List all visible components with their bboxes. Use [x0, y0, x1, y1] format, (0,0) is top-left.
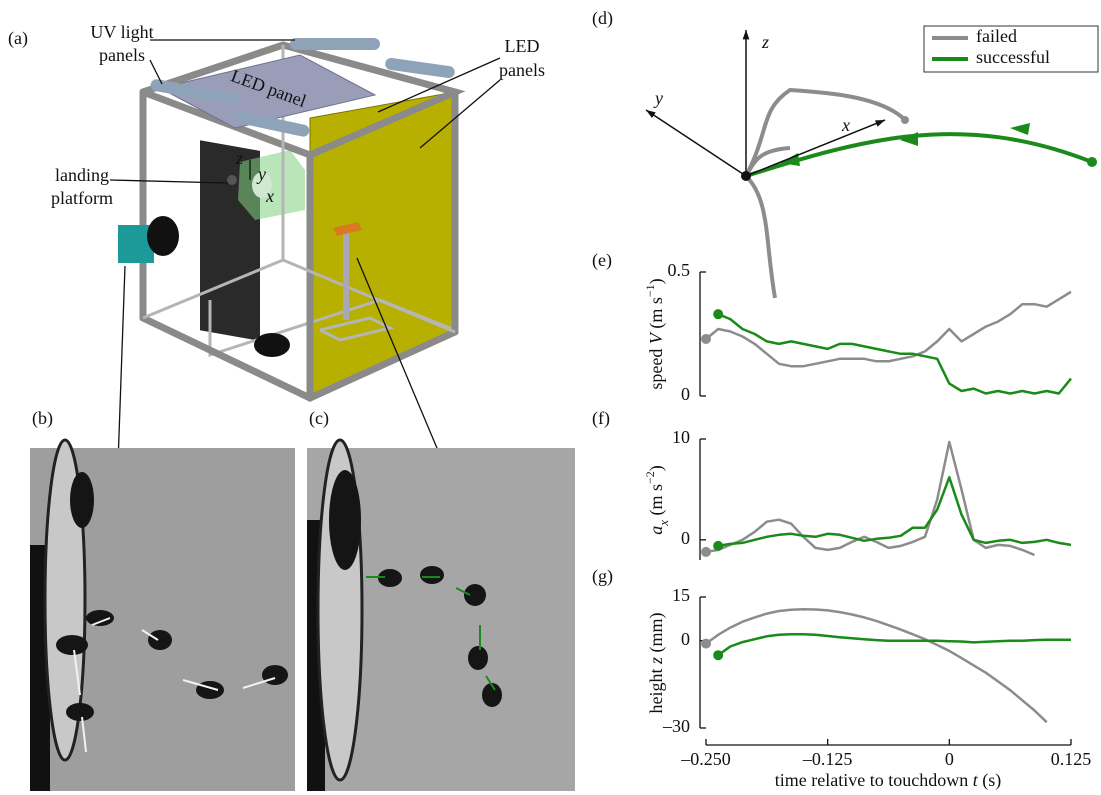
- data-line: [705, 440, 1035, 557]
- y-tick-label: 0: [681, 528, 690, 548]
- annotation: LED: [505, 36, 540, 56]
- platform: [227, 175, 237, 185]
- uv-tube: [290, 38, 380, 50]
- panel-label: (e): [592, 250, 612, 271]
- label-part: time relative to touchdown: [775, 770, 973, 790]
- camera-lens: [254, 333, 290, 357]
- x-tick-label: 0.125: [1051, 749, 1092, 769]
- y-tick-label: –30: [662, 716, 690, 736]
- panel-label: (d): [592, 8, 613, 29]
- legend-label: failed: [976, 26, 1017, 46]
- y-axis-label: speed V (m s−1): [643, 278, 667, 389]
- legend-box: [923, 25, 1099, 73]
- feeder-pole: [343, 230, 349, 320]
- data-line: [717, 313, 1072, 395]
- label-part: height: [646, 664, 666, 714]
- label-part: (s): [978, 770, 1002, 791]
- data-line: [717, 476, 1072, 548]
- label-part: z: [646, 657, 666, 665]
- x-tick-label: –0.250: [680, 749, 731, 769]
- y-tick-label: 0: [681, 629, 690, 649]
- apparatus: z y x LED panel: [118, 38, 466, 595]
- start-marker: [701, 546, 711, 557]
- feeder: [333, 222, 362, 236]
- label-part: t: [973, 770, 979, 790]
- legend-label: successful: [976, 47, 1050, 67]
- path-failed: [744, 87, 907, 177]
- y-tick-label: 0.5: [668, 260, 691, 280]
- panel-label: (f): [592, 408, 610, 429]
- uv-tube: [385, 57, 455, 79]
- x-axis-label: time relative to touchdown t (s): [775, 770, 1001, 791]
- trajectory-sketch: [741, 87, 1097, 299]
- y-tick-label: 0: [681, 384, 690, 404]
- axis-arrow: [645, 109, 747, 177]
- x-tick-label: –0.125: [802, 749, 853, 769]
- label-part: x: [656, 520, 671, 527]
- label-part: ): [646, 465, 667, 471]
- y-axis-label: height z (mm): [646, 612, 667, 713]
- x-tick-label: 0: [945, 749, 954, 769]
- data-line: [705, 607, 1048, 724]
- y-tick-label: 10: [672, 427, 690, 447]
- label-part: (m s: [646, 297, 667, 333]
- start-marker: [701, 638, 711, 649]
- annotation: UV light: [90, 22, 153, 42]
- y-axis-label: ax (m s−2): [643, 465, 672, 535]
- camera-lens: [147, 216, 179, 256]
- label-part: speed: [646, 344, 666, 389]
- y-tick-label: 15: [672, 585, 690, 605]
- label-part: (mm): [646, 612, 667, 657]
- label-part: −2: [643, 471, 657, 484]
- axis-label: x: [265, 186, 274, 206]
- panel-label: (c): [309, 408, 329, 429]
- axis-label: x: [841, 115, 850, 135]
- start-marker: [713, 309, 724, 320]
- label-part: (m s: [646, 484, 667, 520]
- uv-tube: [150, 79, 240, 105]
- label-part: ): [646, 278, 667, 284]
- uv-tube: [235, 111, 310, 137]
- start-marker: [713, 540, 724, 551]
- label-part: a: [646, 526, 666, 535]
- panel-label: (b): [32, 408, 53, 429]
- arrow-head: [646, 110, 656, 119]
- axis-label: z: [235, 148, 243, 168]
- annotation: panels: [99, 45, 145, 65]
- annotation: platform: [51, 188, 113, 208]
- panel-label: (g): [592, 566, 613, 587]
- start-marker: [701, 333, 711, 344]
- arrow-head: [742, 30, 750, 40]
- axis-label: y: [256, 164, 266, 184]
- arrow-head: [875, 120, 885, 127]
- annotation: panels: [499, 60, 545, 80]
- axis-label: y: [653, 88, 663, 108]
- axis-arrow: [745, 119, 886, 177]
- photo-b: [30, 438, 295, 791]
- top-panel: [158, 54, 377, 129]
- axis-label: z: [761, 32, 769, 52]
- label-part: V: [646, 331, 666, 344]
- start-marker: [713, 650, 724, 661]
- platform-disc: [252, 172, 272, 198]
- data-line: [717, 633, 1071, 657]
- annotation: landing: [55, 165, 109, 185]
- label-part: −1: [643, 284, 657, 297]
- photo-c: [307, 438, 575, 791]
- panel-label: (a): [8, 28, 28, 49]
- data-line: [705, 290, 1072, 368]
